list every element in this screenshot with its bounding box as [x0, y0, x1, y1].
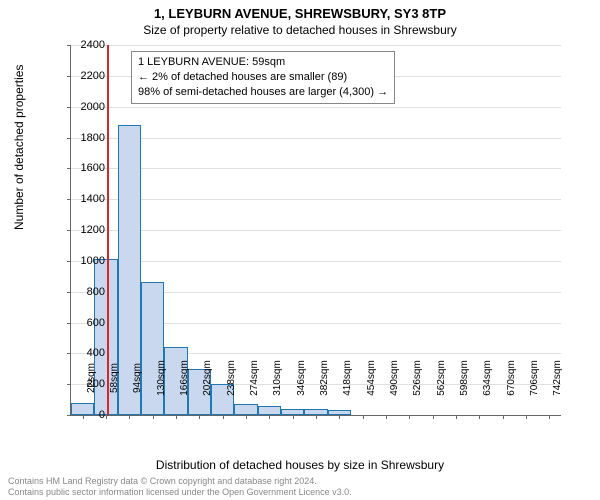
xtick-mark — [106, 415, 107, 419]
xtick-mark — [386, 415, 387, 419]
gridline — [71, 199, 561, 200]
gridline — [71, 230, 561, 231]
ytick-label: 2400 — [65, 39, 105, 51]
xtick-label: 418sqm — [342, 360, 353, 396]
ytick-label: 2200 — [65, 70, 105, 82]
xtick-mark — [456, 415, 457, 419]
xtick-mark — [199, 415, 200, 419]
xtick-label: 22sqm — [86, 363, 97, 393]
xtick-label: 670sqm — [506, 360, 517, 396]
xtick-label: 94sqm — [132, 363, 143, 393]
xtick-label: 130sqm — [156, 360, 167, 396]
xtick-mark — [549, 415, 550, 419]
xtick-mark — [269, 415, 270, 419]
xtick-label: 598sqm — [459, 360, 470, 396]
xtick-label: 742sqm — [552, 360, 563, 396]
ytick-label: 1200 — [65, 224, 105, 236]
xtick-mark — [503, 415, 504, 419]
property-marker-line — [107, 45, 109, 415]
xtick-label: 238sqm — [226, 360, 237, 396]
xtick-mark — [339, 415, 340, 419]
xtick-mark — [129, 415, 130, 419]
xtick-label: 526sqm — [412, 360, 423, 396]
gridline — [71, 261, 561, 262]
xtick-label: 202sqm — [202, 360, 213, 396]
xtick-mark — [176, 415, 177, 419]
xtick-label: 706sqm — [529, 360, 540, 396]
chart-title-sub: Size of property relative to detached ho… — [0, 21, 600, 37]
xtick-label: 310sqm — [272, 360, 283, 396]
xtick-mark — [409, 415, 410, 419]
ytick-label: 0 — [65, 409, 105, 421]
gridline — [71, 168, 561, 169]
xtick-label: 58sqm — [109, 363, 120, 393]
xtick-mark — [246, 415, 247, 419]
ytick-label: 800 — [65, 286, 105, 298]
xtick-mark — [153, 415, 154, 419]
histogram-bar — [258, 406, 281, 415]
histogram-bar — [234, 404, 257, 415]
annotation-line3: 98% of semi-detached houses are larger (… — [138, 85, 388, 100]
ytick-label: 400 — [65, 347, 105, 359]
ytick-label: 1600 — [65, 162, 105, 174]
xtick-mark — [479, 415, 480, 419]
gridline — [71, 107, 561, 108]
xtick-mark — [293, 415, 294, 419]
ytick-label: 1800 — [65, 132, 105, 144]
footer-line2: Contains public sector information licen… — [8, 487, 352, 498]
ytick-label: 1400 — [65, 193, 105, 205]
annotation-box: 1 LEYBURN AVENUE: 59sqm← 2% of detached … — [131, 51, 395, 104]
y-axis-label: Number of detached properties — [12, 65, 26, 230]
xtick-mark — [223, 415, 224, 419]
xtick-label: 166sqm — [179, 360, 190, 396]
gridline — [71, 45, 561, 46]
xtick-mark — [363, 415, 364, 419]
ytick-label: 200 — [65, 378, 105, 390]
gridline — [71, 138, 561, 139]
annotation-line1: 1 LEYBURN AVENUE: 59sqm — [138, 55, 388, 70]
xtick-label: 454sqm — [366, 360, 377, 396]
xtick-mark — [526, 415, 527, 419]
xtick-label: 562sqm — [436, 360, 447, 396]
xtick-mark — [316, 415, 317, 419]
xtick-label: 490sqm — [389, 360, 400, 396]
x-axis-label: Distribution of detached houses by size … — [0, 458, 600, 472]
xtick-label: 274sqm — [249, 360, 260, 396]
footer-line1: Contains HM Land Registry data © Crown c… — [8, 476, 352, 487]
xtick-label: 346sqm — [296, 360, 307, 396]
ytick-label: 600 — [65, 317, 105, 329]
xtick-mark — [433, 415, 434, 419]
xtick-label: 382sqm — [319, 360, 330, 396]
ytick-label: 1000 — [65, 255, 105, 267]
footer-attribution: Contains HM Land Registry data © Crown c… — [8, 476, 352, 498]
ytick-label: 2000 — [65, 101, 105, 113]
chart-title-main: 1, LEYBURN AVENUE, SHREWSBURY, SY3 8TP — [0, 0, 600, 21]
annotation-line2: ← 2% of detached houses are smaller (89) — [138, 70, 388, 85]
xtick-label: 634sqm — [482, 360, 493, 396]
